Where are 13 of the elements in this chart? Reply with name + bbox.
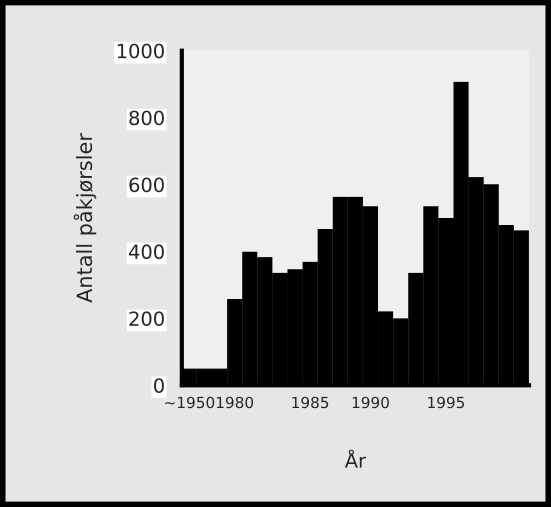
y-axis-title: Antall påkjørsler	[74, 133, 96, 303]
y-tick-label: 200	[129, 311, 164, 326]
y-tick-label: 600	[129, 178, 164, 192]
x-tick-label: 1990	[352, 396, 389, 408]
x-tick-label: 1985	[292, 396, 328, 408]
y-tick-label: 400	[129, 244, 164, 260]
x-tick-label: 1980	[216, 396, 254, 408]
y-tick-label: 0	[154, 378, 164, 393]
y-tick-label: 1000	[118, 44, 164, 58]
x-tick-label: ~1950	[165, 396, 214, 408]
x-tick-label: 1995	[428, 396, 464, 408]
x-axis-title: År	[344, 450, 366, 468]
y-tick-label: 800	[129, 110, 164, 126]
